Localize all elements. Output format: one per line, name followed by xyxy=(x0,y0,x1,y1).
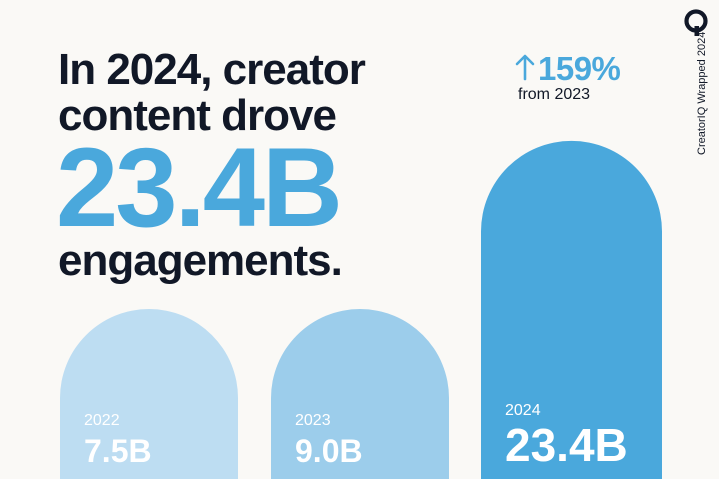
bar-2024 xyxy=(481,140,662,479)
creatoriq-logo-icon xyxy=(684,9,708,36)
headline-line-1: In 2024, creator xyxy=(58,45,366,94)
change-caption: from 2023 xyxy=(518,86,591,103)
change-value: 159% xyxy=(538,50,621,87)
bar-category-label-2022: 2022 xyxy=(84,412,120,429)
bar-value-label-2022: 7.5B xyxy=(84,433,152,469)
headline-line-2: content drove xyxy=(58,91,337,140)
bar-category-label-2023: 2023 xyxy=(295,412,331,429)
headline-line-3: engagements. xyxy=(58,236,343,285)
bars-group xyxy=(60,140,662,479)
bar-2022 xyxy=(60,309,238,479)
bar-category-label-2024: 2024 xyxy=(505,402,541,419)
bar-value-label-2024: 23.4B xyxy=(505,419,628,471)
bar-2023 xyxy=(271,309,449,479)
arrow-up-icon xyxy=(515,54,535,81)
headline-big-number: 23.4B xyxy=(56,125,343,250)
bar-value-label-2023: 9.0B xyxy=(295,433,363,469)
change-indicator: 159% xyxy=(514,50,621,87)
